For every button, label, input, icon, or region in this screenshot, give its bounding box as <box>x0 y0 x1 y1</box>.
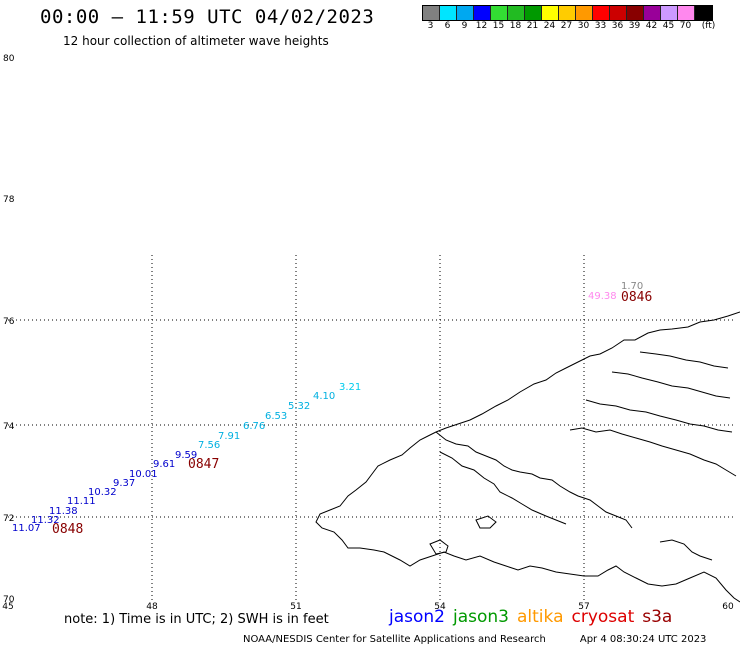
color-scale-label: 39 <box>628 21 641 31</box>
swh-value: 49.38 <box>588 291 617 302</box>
color-scale-label: 36 <box>611 21 624 31</box>
color-scale-label: 21 <box>526 21 539 31</box>
swh-value: 11.38 <box>49 506 78 517</box>
swh-value: 10.32 <box>88 487 117 498</box>
swh-value: 5.32 <box>288 401 310 412</box>
color-swatch <box>508 6 525 20</box>
map-title: 00:00 – 11:59 UTC 04/02/2023 <box>40 6 375 28</box>
swh-value: 10.01 <box>129 469 158 480</box>
color-scale-label: 3 <box>427 21 434 31</box>
lon-label: 45 <box>2 602 13 612</box>
color-scale-label: (ft) <box>701 21 716 31</box>
color-swatch <box>661 6 678 20</box>
mission-s3a: s3a <box>642 607 673 627</box>
time-label: 0847 <box>188 457 219 472</box>
time-label: 0846 <box>621 290 652 305</box>
lon-label: 54 <box>434 602 446 612</box>
lat-label: 74 <box>3 422 15 432</box>
color-swatch <box>491 6 508 20</box>
time-label: 0848 <box>52 522 83 537</box>
color-swatch <box>440 6 457 20</box>
timestamp: Apr 4 08:30:24 UTC 2023 <box>579 634 707 645</box>
color-swatch <box>610 6 627 20</box>
color-scale-label: 12 <box>475 21 488 31</box>
color-scale-label: 45 <box>662 21 675 31</box>
color-scale-label: 27 <box>560 21 573 31</box>
color-swatch <box>542 6 559 20</box>
color-swatch <box>457 6 474 20</box>
swh-value: 9.59 <box>175 450 197 461</box>
graticule <box>8 255 735 600</box>
lat-label: 70 <box>3 595 15 605</box>
color-swatch <box>576 6 593 20</box>
color-swatch <box>423 6 440 20</box>
color-scale-label: 18 <box>509 21 522 31</box>
lat-label: 76 <box>3 317 15 327</box>
swh-value: 11.32 <box>31 515 60 526</box>
credit-line: NOAA/NESDIS Center for Satellite Applica… <box>243 634 706 645</box>
color-swatch <box>644 6 661 20</box>
lat-label: 72 <box>3 514 14 524</box>
mission-legend: jason2 jason3 altika cryosat s3a <box>389 607 680 627</box>
lat-label: 78 <box>3 195 15 205</box>
credit-text: NOAA/NESDIS Center for Satellite Applica… <box>243 634 546 645</box>
color-scale-label: 24 <box>543 21 556 31</box>
mission-cryosat: cryosat <box>571 607 635 627</box>
mission-jason3: jason3 <box>453 607 509 627</box>
color-scale-label: 70 <box>679 21 692 31</box>
lon-label: 57 <box>578 602 589 612</box>
color-swatch <box>678 6 695 20</box>
color-swatch <box>695 6 712 20</box>
swh-value: 7.56 <box>198 440 220 451</box>
color-scale-label: 6 <box>444 21 451 31</box>
lat-label: 80 <box>3 54 15 64</box>
color-swatch <box>559 6 576 20</box>
color-scale-label: 33 <box>594 21 607 31</box>
color-scale-label: 9 <box>461 21 468 31</box>
lon-label: 48 <box>146 602 158 612</box>
swh-value: 7.91 <box>218 431 240 442</box>
map-subtitle: 12 hour collection of altimeter wave hei… <box>63 34 329 48</box>
color-swatch <box>525 6 542 20</box>
swh-value: 1.70 <box>621 281 643 292</box>
mission-jason2: jason2 <box>389 607 445 627</box>
lon-label: 51 <box>290 602 301 612</box>
mission-altika: altika <box>517 607 564 627</box>
swh-value: 11.11 <box>67 496 96 507</box>
footnote: note: 1) Time is in UTC; 2) SWH is in fe… <box>64 612 329 627</box>
swh-value: 4.10 <box>313 391 335 402</box>
swh-value: 6.76 <box>243 421 265 432</box>
swh-value: 9.37 <box>113 478 135 489</box>
coastline <box>315 311 740 603</box>
color-swatch <box>627 6 644 20</box>
swh-value: 3.21 <box>339 382 361 393</box>
color-scale-bar <box>422 5 713 21</box>
swh-value: 6.53 <box>265 411 287 422</box>
color-scale-label: 15 <box>492 21 505 31</box>
swh-value: 9.61 <box>153 459 175 470</box>
lon-label: 60 <box>722 602 734 612</box>
color-scale-labels: 3 6 9 12 15 18 21 24 27 30 33 36 39 42 45 70 (ft) <box>422 21 740 33</box>
color-scale-label: 42 <box>645 21 658 31</box>
color-swatch <box>474 6 491 20</box>
color-swatch <box>593 6 610 20</box>
satellite-track: 11.0711.3211.3811.1110.329.3710.019.619.… <box>12 281 652 537</box>
swh-value: 11.07 <box>12 523 41 534</box>
color-scale-label: 30 <box>577 21 590 31</box>
